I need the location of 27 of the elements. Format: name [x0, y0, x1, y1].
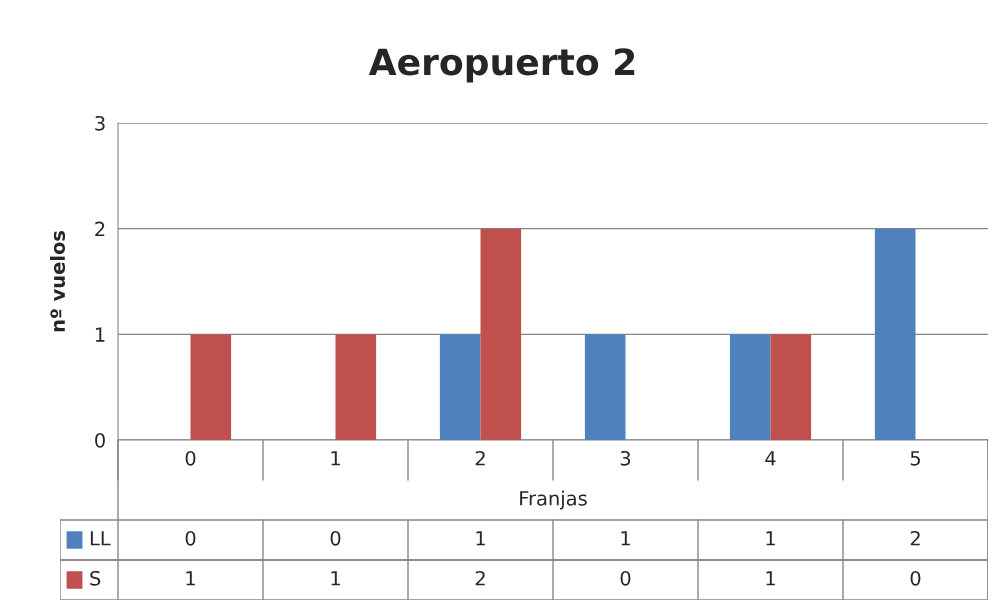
- y-tick-label: 3: [95, 115, 105, 131]
- x-axis-title: Franjas: [520, 490, 587, 510]
- y-tick-label: 1: [95, 327, 105, 342]
- legend-label: LL: [90, 531, 111, 546]
- data-label: 0: [620, 570, 631, 586]
- x-tick-label: 1: [331, 451, 340, 466]
- x-tick-label: 4: [765, 451, 776, 466]
- y-tick-label: 0: [95, 432, 105, 448]
- data-label: 0: [910, 570, 921, 586]
- data-label: 0: [185, 530, 196, 546]
- x-tick-label: 2: [475, 450, 485, 466]
- data-label: 1: [331, 571, 340, 586]
- data-label: 2: [910, 530, 920, 546]
- data-label: 1: [186, 571, 195, 586]
- data-label: 0: [330, 530, 341, 546]
- legend-label: S: [90, 570, 101, 586]
- y-axis-title: nº vuelos: [50, 230, 66, 332]
- chart-title: Aeropuerto 2: [368, 48, 635, 83]
- data-label: 1: [621, 531, 630, 546]
- data-label: 2: [475, 570, 485, 586]
- x-tick-label: 0: [185, 450, 196, 466]
- x-tick-label: 5: [910, 451, 920, 466]
- y-tick-label: 2: [95, 221, 105, 237]
- data-label: 1: [766, 531, 775, 546]
- data-label: 1: [476, 531, 485, 546]
- x-tick-label: 3: [620, 450, 631, 466]
- data-label: 1: [766, 571, 775, 586]
